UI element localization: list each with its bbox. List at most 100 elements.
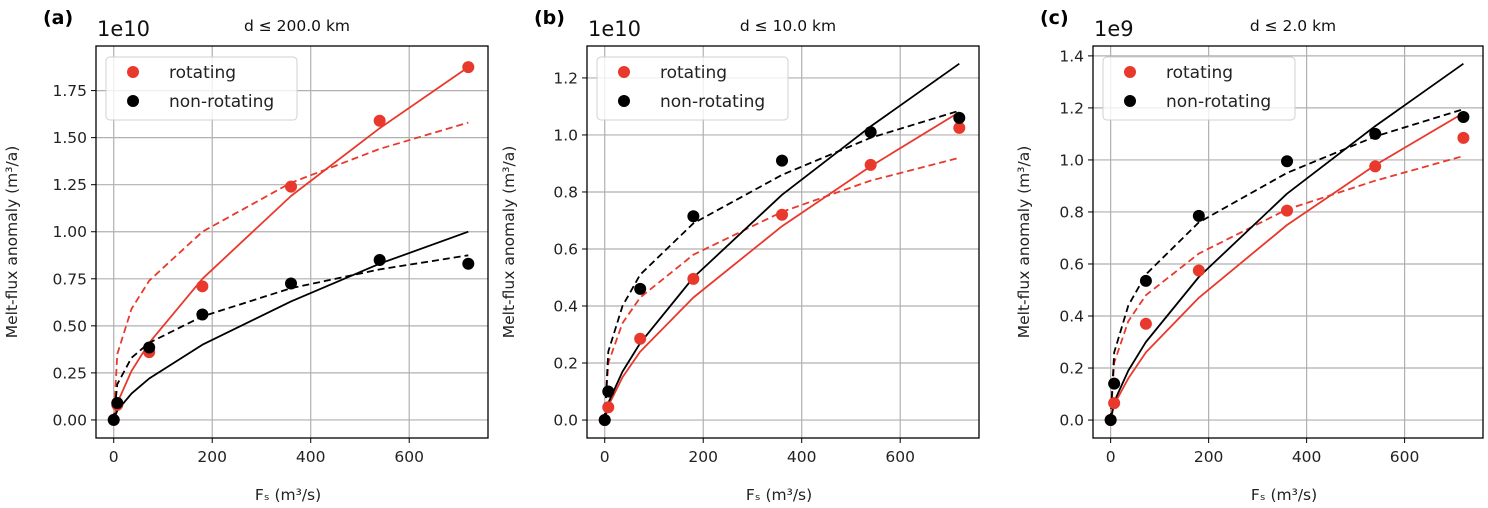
legend-box (596, 56, 789, 121)
data-point-non-rotating (111, 396, 124, 409)
y-tick-label: 1.0 (1059, 151, 1084, 169)
data-point-rotating (1192, 264, 1205, 277)
data-point-non-rotating (285, 277, 298, 290)
data-point-non-rotating (1457, 111, 1470, 124)
data-point-non-rotating (1104, 414, 1117, 427)
legend-label-non-rotating: non-rotating (1166, 92, 1271, 112)
legend-label-rotating: rotating (169, 63, 236, 83)
x-tick-label: 400 (296, 448, 326, 466)
data-point-non-rotating (1192, 209, 1205, 222)
data-point-non-rotating (634, 282, 647, 295)
y-axis-label: Melt-flux anomaly (m³/a) (1015, 146, 1033, 339)
panel-c: 0 200 400 600 0.0 0.2 0.4 0.6 0.8 1.0 1.2 1.4 rotati… (1015, 7, 1484, 504)
fit-line-rotating-dashed (1109, 155, 1464, 421)
panel-a: 0 200 400 600 0.00 0.25 0.50 0.75 1.00 1.25 1.50 1.… (3, 7, 489, 504)
legend-label-rotating: rotating (1166, 63, 1233, 83)
data-point-rotating (285, 180, 298, 193)
y-tick-label: 1.50 (52, 129, 87, 147)
y-tick-label: 0.50 (52, 317, 87, 335)
data-point-non-rotating (1139, 274, 1152, 287)
panel-label: (a) (43, 7, 73, 29)
y-tick-label: 0.6 (1059, 255, 1084, 273)
y-axis-label: Melt-flux anomaly (m³/a) (500, 146, 518, 339)
legend-marker-rotating (618, 66, 630, 78)
data-point-non-rotating (1108, 377, 1121, 390)
data-point-rotating (864, 158, 877, 171)
y-offset-label: 1e9 (1094, 17, 1134, 41)
panel-label: (c) (1040, 7, 1069, 29)
y-tick-label: 0.6 (553, 240, 578, 258)
y-tick-label: 1.4 (1059, 47, 1084, 65)
y-tick-label: 1.00 (52, 223, 87, 241)
x-tick-label: 600 (1390, 448, 1420, 466)
legend-marker-non-rotating (1124, 95, 1136, 107)
legend-marker-rotating (127, 66, 139, 78)
legend-box (105, 56, 298, 121)
data-point-rotating (687, 272, 700, 285)
y-axis-label: Melt-flux anomaly (m³/a) (3, 146, 21, 339)
y-tick-label: 0.0 (1059, 412, 1084, 430)
axes-frame (1092, 45, 1484, 439)
legend-marker-non-rotating (127, 95, 139, 107)
data-point-rotating (602, 401, 615, 414)
fit-line-non-rotating-solid (603, 62, 960, 421)
x-tick-label: 600 (885, 448, 915, 466)
y-tick-label: 1.2 (1059, 99, 1084, 117)
data-point-non-rotating (776, 154, 789, 167)
x-axis-label: Fₛ (m³/s) (255, 486, 321, 504)
panel-label: (b) (534, 7, 565, 29)
data-point-non-rotating (143, 341, 156, 354)
panel-title: d ≤ 10.0 km (740, 17, 836, 35)
y-tick-label: 0.8 (553, 183, 578, 201)
data-point-non-rotating (602, 385, 615, 398)
panel-b: 0 200 400 600 0.0 0.2 0.4 0.6 0.8 1.0 1.2 rotating n… (500, 7, 980, 504)
legend-marker-non-rotating (618, 95, 630, 107)
fit-line-rotating-dashed (112, 121, 469, 420)
data-point-non-rotating (598, 414, 611, 427)
legend-label-non-rotating: non-rotating (660, 92, 765, 112)
legend-box (1102, 56, 1296, 121)
y-offset-label: 1e10 (588, 17, 641, 41)
fit-line-non-rotating-dashed (1109, 108, 1464, 421)
x-tick-label: 200 (197, 448, 227, 466)
fit-line-rotating-dashed (603, 156, 960, 421)
x-tick-label: 200 (688, 448, 718, 466)
data-point-rotating (1139, 317, 1152, 330)
y-tick-label: 0.75 (52, 270, 87, 288)
data-point-rotating (1457, 131, 1470, 144)
data-point-non-rotating (462, 257, 475, 270)
data-point-non-rotating (1281, 155, 1294, 168)
legend-label-non-rotating: non-rotating (169, 92, 274, 112)
y-tick-label: 1.25 (52, 176, 87, 194)
data-point-non-rotating (373, 253, 386, 266)
data-point-non-rotating (196, 308, 209, 321)
x-axis-label: Fₛ (m³/s) (1251, 486, 1317, 504)
x-tick-label: 600 (394, 448, 424, 466)
x-tick-label: 400 (787, 448, 817, 466)
fit-line-non-rotating-solid (1109, 62, 1464, 421)
data-point-rotating (634, 332, 647, 345)
fit-line-non-rotating-dashed (603, 109, 960, 421)
legend-marker-rotating (1124, 66, 1136, 78)
data-point-rotating (196, 280, 209, 293)
data-point-rotating (953, 121, 966, 134)
data-point-rotating (462, 61, 475, 74)
data-point-rotating (1369, 160, 1382, 173)
data-point-non-rotating (107, 413, 120, 426)
x-axis-label: Fₛ (m³/s) (746, 486, 812, 504)
y-tick-label: 0.4 (1059, 308, 1084, 326)
x-tick-label: 200 (1194, 448, 1224, 466)
x-tick-label: 400 (1292, 448, 1322, 466)
y-tick-label: 0.0 (553, 412, 578, 430)
axes-frame (586, 45, 980, 439)
y-tick-label: 0.2 (1059, 360, 1084, 378)
fit-line-rotating-solid (603, 111, 960, 421)
x-tick-label: 0 (600, 448, 610, 466)
data-point-rotating (1281, 204, 1294, 217)
y-tick-label: 0.00 (52, 411, 87, 429)
y-tick-label: 0.2 (553, 355, 578, 373)
fit-lines (603, 62, 960, 421)
y-tick-label: 1.75 (52, 82, 87, 100)
y-tick-label: 1.2 (553, 69, 578, 87)
